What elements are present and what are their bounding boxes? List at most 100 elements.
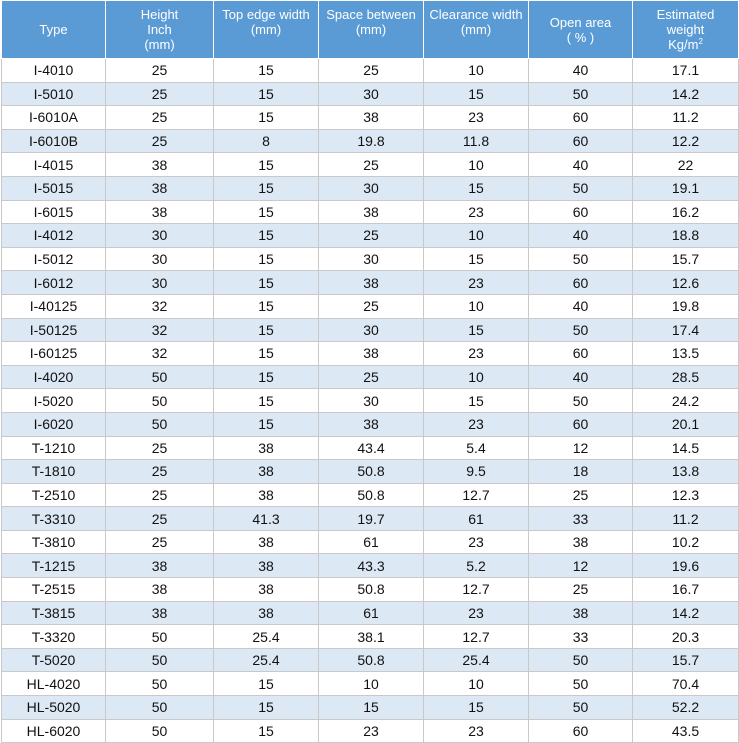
header-type-label: Type xyxy=(39,22,68,37)
cell-type: T-1810 xyxy=(1,459,106,484)
cell-open-area: 50 xyxy=(528,647,633,673)
cell-type: T-5020 xyxy=(1,647,106,673)
cell-type: T-3815 xyxy=(1,600,106,626)
header-weight-unit: Kg/m xyxy=(668,37,699,52)
cell-open-area: 40 xyxy=(528,223,633,248)
cell-estimated-weight: 11.2 xyxy=(632,506,739,531)
cell-height: 38 xyxy=(105,600,214,626)
table-row: I-4010 25 15 25 10 40 17.1 xyxy=(1,58,739,83)
cell-space-between: 30 xyxy=(318,81,424,107)
cell-clearance-width: 15 xyxy=(423,317,529,343)
table-row: I-4020 50 15 25 10 40 28.5 xyxy=(1,364,739,390)
cell-open-area: 50 xyxy=(528,695,633,720)
table-row: I-50125 32 15 30 15 50 17.4 xyxy=(1,317,739,343)
cell-open-area: 60 xyxy=(528,411,633,437)
cell-type: I-5012 xyxy=(1,246,106,272)
cell-top-edge-width: 25.4 xyxy=(213,647,319,673)
cell-type: I-6010A xyxy=(1,105,106,130)
cell-height: 25 xyxy=(105,81,214,107)
cell-estimated-weight: 12.2 xyxy=(632,128,739,154)
cell-estimated-weight: 15.7 xyxy=(632,647,739,673)
cell-top-edge-width: 8 xyxy=(213,128,319,154)
cell-open-area: 25 xyxy=(528,482,633,508)
header-weight-unit-exponent: 2 xyxy=(698,37,703,46)
table-row: I-6020 50 15 38 23 60 20.1 xyxy=(1,411,739,437)
cell-estimated-weight: 20.1 xyxy=(632,411,739,437)
table-row: I-6012 30 15 38 23 60 12.6 xyxy=(1,270,739,295)
cell-open-area: 40 xyxy=(528,152,633,177)
cell-type: T-3310 xyxy=(1,506,106,531)
cell-top-edge-width: 38 xyxy=(213,459,319,484)
cell-type: I-4015 xyxy=(1,152,106,177)
cell-top-edge-width: 38 xyxy=(213,482,319,508)
cell-space-between: 25 xyxy=(318,364,424,390)
cell-top-edge-width: 38 xyxy=(213,577,319,602)
cell-open-area: 38 xyxy=(528,600,633,626)
header-height-line1: Height xyxy=(140,7,179,22)
cell-type: I-6020 xyxy=(1,411,106,437)
cell-top-edge-width: 15 xyxy=(213,199,319,225)
cell-type: I-50125 xyxy=(1,317,106,343)
cell-type: I-6010B xyxy=(1,128,106,154)
cell-type: T-2515 xyxy=(1,577,106,602)
cell-estimated-weight: 19.8 xyxy=(632,293,739,319)
cell-type: HL-5020 xyxy=(1,695,106,720)
table-row: T-2515 38 38 50.8 12.7 25 16.7 xyxy=(1,577,739,602)
cell-height: 32 xyxy=(105,341,214,366)
cell-clearance-width: 10 xyxy=(423,364,529,390)
cell-space-between: 38.1 xyxy=(318,624,424,649)
header-top-edge-line2: (mm) xyxy=(250,22,282,37)
header-clearance-width: Clearance width (mm) xyxy=(423,0,529,59)
cell-space-between: 50.8 xyxy=(318,482,424,508)
cell-estimated-weight: 11.2 xyxy=(632,105,739,130)
cell-clearance-width: 23 xyxy=(423,600,529,626)
cell-space-between: 25 xyxy=(318,293,424,319)
cell-clearance-width: 10 xyxy=(423,293,529,319)
cell-top-edge-width: 41.3 xyxy=(213,506,319,531)
cell-clearance-width: 10 xyxy=(423,58,529,83)
header-row: Type Height Inch (mm) Top edge width (mm… xyxy=(1,0,739,59)
cell-estimated-weight: 16.7 xyxy=(632,577,739,602)
table-row: HL-5020 50 15 15 15 50 52.2 xyxy=(1,695,739,720)
header-space-between: Space between (mm) xyxy=(318,0,424,59)
table-row: T-3810 25 38 61 23 38 10.2 xyxy=(1,529,739,555)
cell-clearance-width: 11.8 xyxy=(423,128,529,154)
cell-clearance-width: 10 xyxy=(423,223,529,248)
cell-estimated-weight: 14.5 xyxy=(632,435,739,461)
table-row: I-5010 25 15 30 15 50 14.2 xyxy=(1,81,739,107)
table-row: I-6015 38 15 38 23 60 16.2 xyxy=(1,199,739,225)
cell-estimated-weight: 16.2 xyxy=(632,199,739,225)
cell-top-edge-width: 15 xyxy=(213,105,319,130)
cell-estimated-weight: 22 xyxy=(632,152,739,177)
cell-open-area: 40 xyxy=(528,364,633,390)
header-clearance-line2: (mm) xyxy=(460,22,492,37)
table-row: T-3310 25 41.3 19.7 61 33 11.2 xyxy=(1,506,739,531)
cell-clearance-width: 23 xyxy=(423,529,529,555)
table-row: T-3815 38 38 61 23 38 14.2 xyxy=(1,600,739,626)
cell-estimated-weight: 20.3 xyxy=(632,624,739,649)
cell-space-between: 25 xyxy=(318,152,424,177)
header-height-line3: (mm) xyxy=(144,37,175,52)
cell-type: I-4010 xyxy=(1,58,106,83)
cell-top-edge-width: 38 xyxy=(213,435,319,461)
cell-height: 38 xyxy=(105,199,214,225)
cell-clearance-width: 23 xyxy=(423,199,529,225)
cell-type: I-5020 xyxy=(1,388,106,413)
cell-clearance-width: 10 xyxy=(423,152,529,177)
cell-clearance-width: 23 xyxy=(423,411,529,437)
cell-top-edge-width: 25.4 xyxy=(213,624,319,649)
cell-height: 50 xyxy=(105,695,214,720)
cell-top-edge-width: 15 xyxy=(213,175,319,201)
table-row: T-5020 50 25.4 50.8 25.4 50 15.7 xyxy=(1,647,739,673)
cell-height: 50 xyxy=(105,718,214,743)
header-top-edge-line1: Top edge width xyxy=(222,7,310,22)
cell-open-area: 50 xyxy=(528,175,633,201)
cell-estimated-weight: 17.1 xyxy=(632,58,739,83)
cell-open-area: 60 xyxy=(528,105,633,130)
cell-height: 25 xyxy=(105,128,214,154)
cell-open-area: 12 xyxy=(528,435,633,461)
table-row: I-40125 32 15 25 10 40 19.8 xyxy=(1,293,739,319)
cell-type: I-6015 xyxy=(1,199,106,225)
table-row: T-1810 25 38 50.8 9.5 18 13.8 xyxy=(1,459,739,484)
header-weight-line1: Estimated xyxy=(656,7,715,22)
